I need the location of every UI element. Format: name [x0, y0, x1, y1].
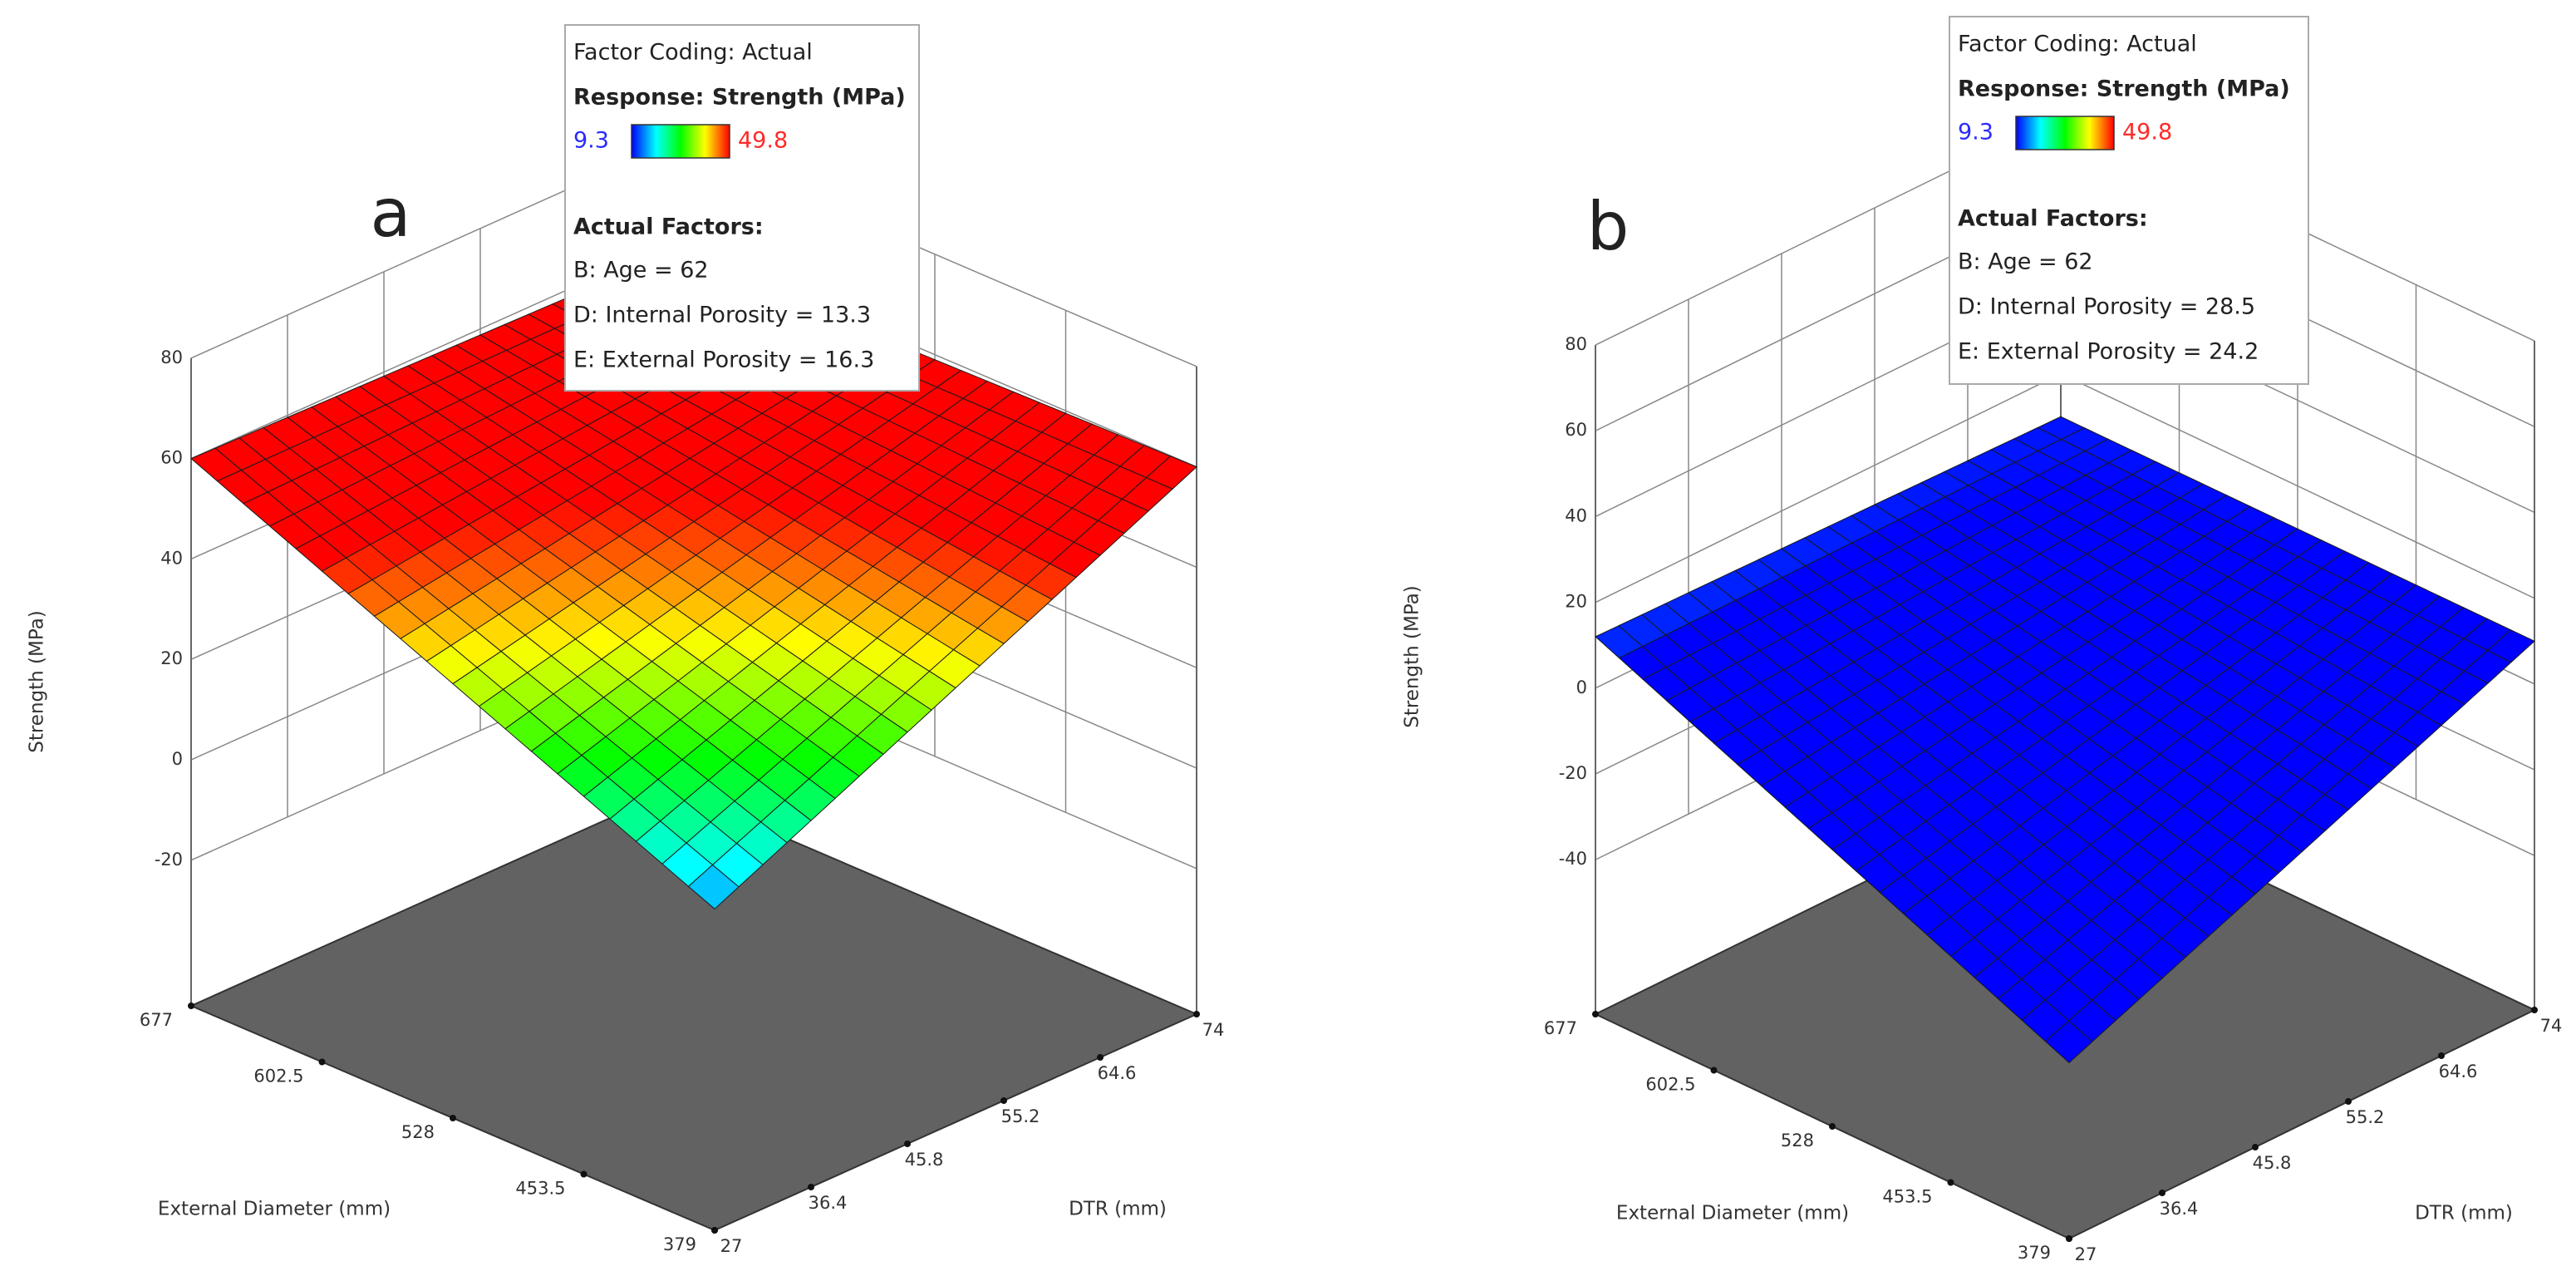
y-tick-label: 36.4 [809, 1193, 848, 1213]
legend-text: E: External Porosity = 24.2 [1958, 339, 2259, 365]
legend-text: Response: Strength (MPa) [573, 85, 906, 111]
legend-text: Factor Coding: Actual [1958, 32, 2197, 57]
tick-mark [318, 1058, 326, 1066]
legend-text: B: Age = 62 [573, 258, 709, 283]
legend-text: Actual Factors: [1958, 206, 2148, 232]
y-tick-label: 74 [2540, 1016, 2563, 1036]
colorbar [2015, 116, 2115, 150]
panel-label: b [1587, 188, 1630, 265]
y-tick-label: 55.2 [1001, 1106, 1040, 1126]
z-tick-label: -20 [155, 850, 183, 870]
x-tick-label: 379 [663, 1234, 696, 1254]
tick-mark [808, 1184, 814, 1190]
z-tick-label: 0 [1576, 677, 1587, 697]
legend-text: Factor Coding: Actual [573, 40, 813, 66]
tick-mark [2159, 1190, 2166, 1196]
colorbar-low: 9.3 [1958, 120, 1993, 145]
legend-text: B: Age = 62 [1958, 249, 2093, 275]
y-tick-label: 27 [720, 1236, 743, 1256]
legend-text: Actual Factors: [573, 214, 764, 240]
tick-mark [2438, 1052, 2445, 1059]
y-axis-title: DTR (mm) [2415, 1203, 2513, 1224]
tick-mark [711, 1227, 718, 1234]
z-axis-title: Strength (MPa) [27, 610, 48, 753]
surface-cell [2044, 1020, 2093, 1064]
tick-mark [1710, 1067, 1718, 1074]
z-axis-title: Strength (MPa) [1402, 585, 1423, 728]
x-tick-label: 528 [401, 1122, 435, 1142]
x-tick-label: 379 [2018, 1243, 2051, 1263]
tick-mark [1097, 1054, 1104, 1061]
z-tick-label: 60 [160, 448, 183, 468]
colorbar [631, 124, 730, 159]
z-tick-label: -40 [1559, 849, 1587, 869]
legend-text: D: Internal Porosity = 13.3 [573, 303, 871, 328]
x-tick-label: 602.5 [253, 1067, 303, 1086]
tick-mark [1947, 1179, 1954, 1186]
z-tick-label: 20 [160, 648, 183, 668]
tick-mark [2066, 1235, 2072, 1242]
colorbar-high: 49.8 [2122, 120, 2172, 145]
y-tick-label: 64.6 [2439, 1062, 2478, 1081]
tick-mark [904, 1141, 911, 1147]
tick-mark [2531, 1007, 2538, 1013]
y-axis-title: DTR (mm) [1069, 1199, 1167, 1220]
tick-mark [1592, 1011, 1599, 1017]
tick-mark [450, 1115, 456, 1121]
z-tick-label: 80 [160, 347, 183, 367]
panel-label: a [370, 175, 410, 252]
y-tick-label: 27 [2075, 1244, 2097, 1264]
z-tick-label: 60 [1565, 420, 1587, 440]
colorbar-high: 49.8 [738, 128, 788, 154]
tick-mark [2252, 1144, 2259, 1150]
tick-mark [188, 1003, 194, 1009]
colorbar-low: 9.3 [573, 128, 609, 154]
z-tick-label: 80 [1565, 334, 1587, 354]
legend-text: E: External Porosity = 16.3 [573, 347, 874, 373]
z-tick-label: 0 [172, 749, 183, 769]
legend-box [1949, 16, 2309, 385]
x-axis-title: External Diameter (mm) [1616, 1203, 1849, 1224]
z-tick-label: 40 [160, 548, 183, 568]
x-tick-label: 677 [140, 1010, 173, 1030]
x-tick-label: 453.5 [1882, 1187, 1932, 1207]
y-tick-label: 64.6 [1098, 1063, 1137, 1083]
tick-mark [1000, 1097, 1007, 1104]
x-tick-label: 453.5 [515, 1179, 565, 1199]
x-axis-title: External Diameter (mm) [158, 1199, 391, 1220]
y-tick-label: 55.2 [2346, 1107, 2385, 1127]
z-tick-label: 40 [1565, 505, 1587, 525]
x-tick-label: 528 [1781, 1131, 1814, 1150]
x-tick-label: 677 [1544, 1018, 1577, 1038]
y-tick-label: 45.8 [2253, 1153, 2292, 1173]
z-tick-label: -20 [1559, 763, 1587, 783]
x-tick-label: 602.5 [1645, 1075, 1695, 1095]
legend-text: D: Internal Porosity = 28.5 [1958, 294, 2255, 320]
surface [1595, 416, 2535, 1064]
tick-mark [1829, 1123, 1836, 1130]
tick-mark [1193, 1011, 1200, 1017]
y-tick-label: 36.4 [2160, 1199, 2199, 1219]
y-tick-label: 74 [1202, 1020, 1225, 1040]
tick-mark [2345, 1098, 2352, 1105]
legend-text: Response: Strength (MPa) [1958, 76, 2290, 102]
surface-cell [687, 864, 740, 910]
legend-box [564, 24, 920, 392]
z-tick-label: 20 [1565, 592, 1587, 612]
y-tick-label: 45.8 [905, 1150, 944, 1170]
tick-mark [580, 1170, 587, 1178]
